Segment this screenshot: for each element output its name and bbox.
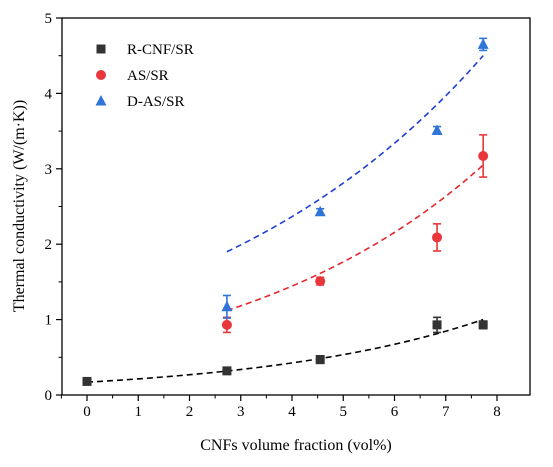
x-tick-label: 6 <box>391 404 399 420</box>
y-tick-label: 3 <box>45 162 53 178</box>
data-point <box>432 232 443 243</box>
y-axis-title: Thermal conductivity (W/(m·K)) <box>11 100 28 312</box>
x-tick-label: 5 <box>340 404 348 420</box>
x-axis-ticks: 0 1 2 3 4 5 6 7 8 <box>60 395 501 420</box>
legend-label: AS/SR <box>127 68 169 84</box>
x-tick-label: 3 <box>237 404 245 420</box>
data-point <box>478 150 489 161</box>
data-point <box>315 276 326 287</box>
x-tick-label: 1 <box>135 404 143 420</box>
legend-label: R-CNF/SR <box>127 42 194 58</box>
y-tick-label: 0 <box>45 388 53 404</box>
data-points <box>82 38 489 386</box>
data-point <box>222 366 232 376</box>
x-tick-label: 7 <box>442 404 450 420</box>
x-tick-label: 0 <box>83 404 91 420</box>
fit-lines <box>86 55 484 383</box>
x-tick-label: 2 <box>186 404 194 420</box>
legend: R-CNF/SR AS/SR D-AS/SR <box>95 42 194 110</box>
data-point <box>315 355 325 365</box>
x-axis-title: CNFs volume fraction (vol%) <box>200 437 392 454</box>
data-point <box>478 320 488 330</box>
data-point <box>432 320 442 330</box>
x-tick-label: 4 <box>288 404 296 420</box>
data-point <box>431 124 443 135</box>
y-tick-label: 4 <box>45 86 53 102</box>
y-tick-label: 1 <box>45 313 53 329</box>
fit-line <box>86 318 484 383</box>
data-point <box>82 376 92 386</box>
fit-line <box>226 55 484 253</box>
legend-marker <box>96 70 106 80</box>
data-point <box>314 205 326 217</box>
y-tick-label: 5 <box>45 11 53 27</box>
y-axis-ticks: 0 1 2 3 4 5 <box>45 11 62 404</box>
data-point <box>221 319 232 330</box>
fit-line <box>226 164 484 312</box>
data-point <box>221 300 233 312</box>
y-tick-label: 2 <box>45 237 53 253</box>
x-tick-label: 8 <box>493 404 501 420</box>
data-point <box>477 38 489 49</box>
legend-marker <box>96 44 106 54</box>
legend-marker <box>95 95 107 106</box>
legend-label: D-AS/SR <box>127 94 185 110</box>
